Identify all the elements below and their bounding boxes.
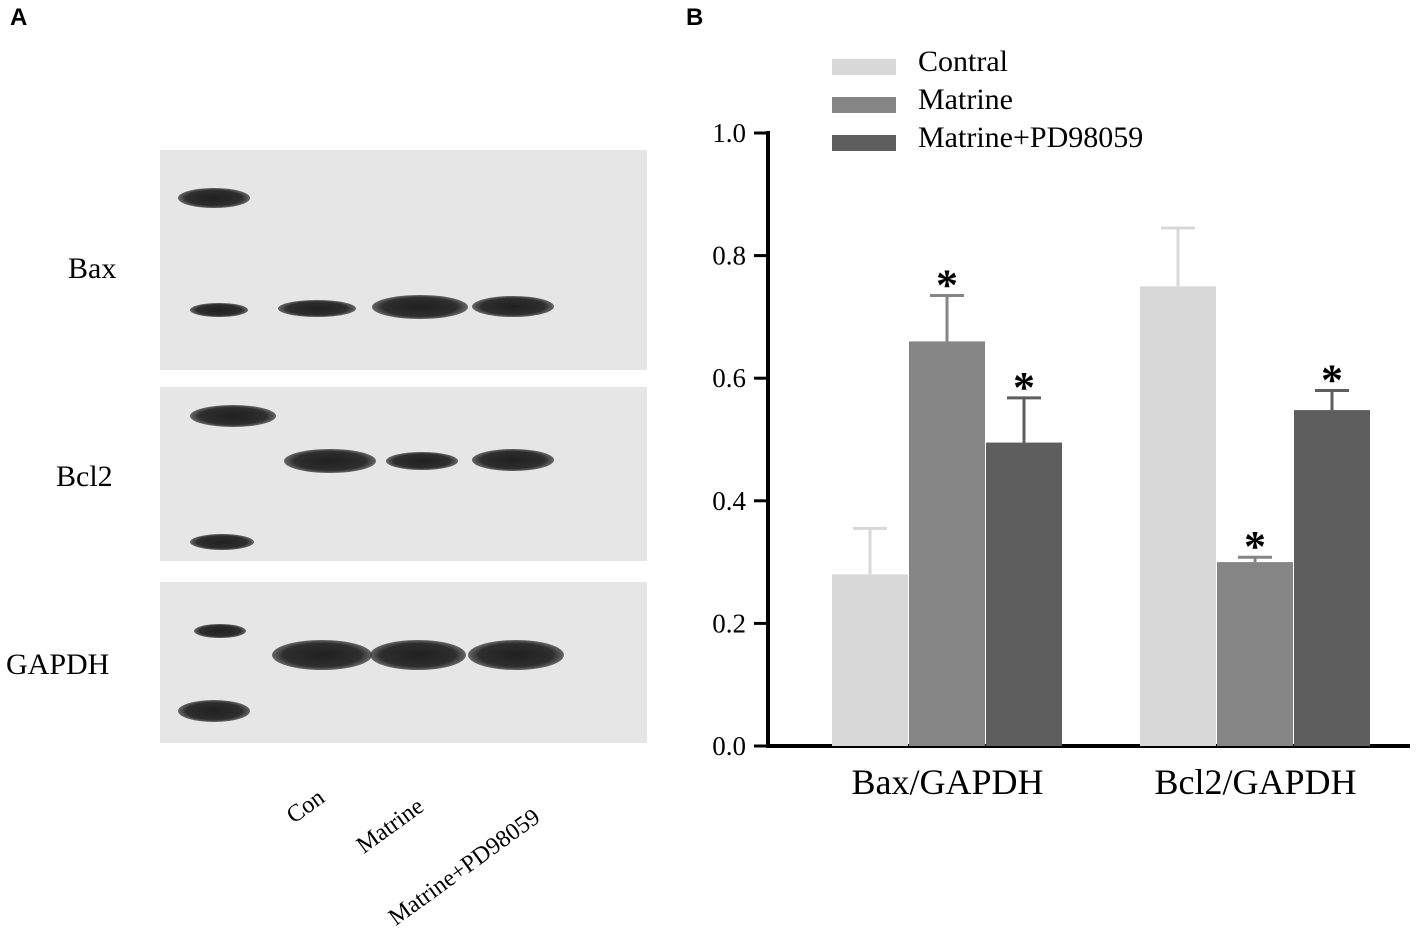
panel-b-label: B	[686, 4, 704, 31]
bar-1-0	[1140, 286, 1216, 746]
bar-1-2	[1294, 410, 1370, 746]
marker-band	[190, 303, 248, 317]
significance-marker: *	[1321, 355, 1343, 404]
bax-band-con	[278, 300, 356, 317]
panel-a-label: A	[10, 4, 28, 31]
legend-swatch	[832, 97, 896, 113]
legend-swatch	[832, 59, 896, 75]
bcl2-band-matrine-pd98059	[472, 449, 554, 471]
gapdh-band-con	[272, 640, 372, 670]
significance-marker: *	[1244, 522, 1266, 571]
gapdh-band-matrine-pd98059	[468, 640, 564, 670]
bar-0-1	[909, 341, 985, 746]
blot-bcl2	[160, 387, 647, 561]
bax-band-matrine	[372, 295, 468, 319]
blot-row-label-bax: Bax	[68, 252, 117, 285]
bar-1-1	[1217, 562, 1293, 746]
legend-label: Contral	[918, 45, 1008, 78]
bar-0-2	[986, 442, 1062, 746]
bcl2-band-con	[284, 449, 376, 473]
bcl2-band-matrine	[386, 452, 458, 470]
significance-marker: *	[1013, 363, 1035, 412]
y-tick-label: 1.0	[712, 118, 746, 148]
marker-band	[194, 624, 246, 638]
legend-swatch	[832, 135, 896, 151]
bax-band-matrine-pd98059	[472, 296, 554, 317]
legend-label: Matrine+PD98059	[918, 121, 1143, 154]
y-tick-label: 0.0	[712, 731, 746, 761]
y-tick-label: 0.2	[712, 608, 746, 638]
marker-band	[190, 534, 254, 550]
bar-0-0	[832, 574, 908, 746]
y-tick-label: 0.4	[712, 486, 746, 516]
marker-band	[178, 188, 250, 208]
marker-band	[190, 405, 276, 427]
legend-label: Matrine	[918, 83, 1013, 116]
y-tick-label: 0.6	[712, 363, 746, 393]
blot-gapdh	[160, 582, 647, 743]
gapdh-band-matrine	[370, 640, 466, 670]
significance-marker: *	[936, 260, 958, 309]
y-tick-label: 0.8	[712, 241, 746, 271]
marker-band	[178, 700, 250, 722]
blot-row-label-bcl2: Bcl2	[56, 460, 113, 493]
blot-bax	[160, 150, 647, 370]
blot-row-label-gapdh: GAPDH	[6, 648, 110, 681]
x-category-label: Bcl2/GAPDH	[1154, 762, 1356, 802]
x-category-label: Bax/GAPDH	[851, 762, 1043, 802]
